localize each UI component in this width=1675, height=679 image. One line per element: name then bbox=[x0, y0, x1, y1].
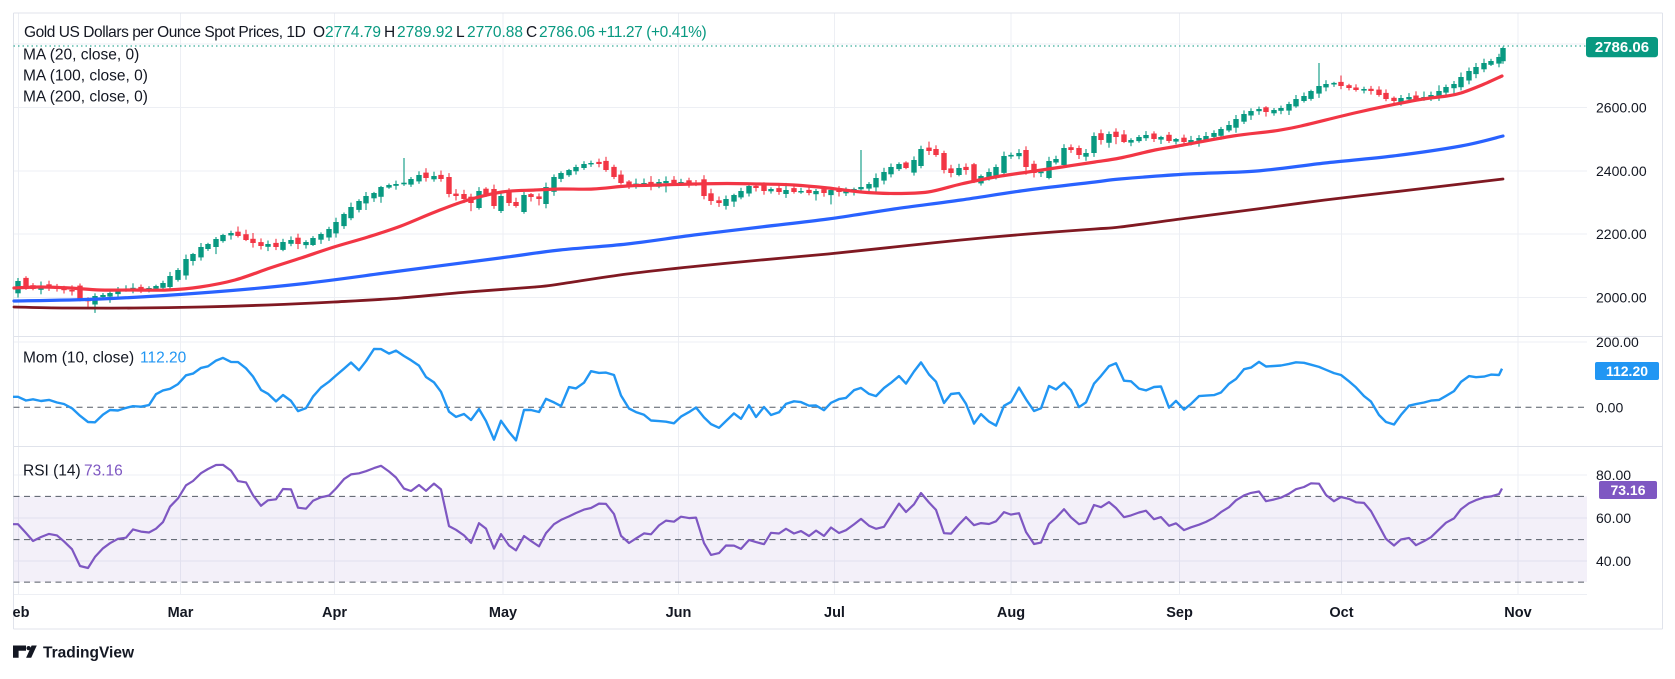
svg-text:2000.00: 2000.00 bbox=[1596, 289, 1647, 305]
svg-text:40.00: 40.00 bbox=[1596, 553, 1631, 569]
svg-text:May: May bbox=[489, 605, 517, 621]
svg-text:RSI (14): RSI (14) bbox=[23, 463, 81, 480]
svg-text:L: L bbox=[456, 24, 465, 41]
svg-text:O: O bbox=[313, 24, 325, 41]
svg-text:MA (100, close, 0): MA (100, close, 0) bbox=[23, 68, 148, 85]
svg-text:H: H bbox=[384, 24, 395, 41]
svg-text:Nov: Nov bbox=[1504, 605, 1531, 621]
svg-text:200.00: 200.00 bbox=[1596, 334, 1639, 350]
svg-text:Jun: Jun bbox=[666, 605, 692, 621]
svg-text:2600.00: 2600.00 bbox=[1596, 100, 1647, 116]
svg-text:2786.06: 2786.06 bbox=[539, 24, 595, 41]
svg-text:Oct: Oct bbox=[1329, 605, 1353, 621]
svg-text:60.00: 60.00 bbox=[1596, 510, 1631, 526]
svg-text:TradingView: TradingView bbox=[43, 645, 135, 662]
svg-text:2786.06: 2786.06 bbox=[1595, 39, 1649, 56]
svg-text:73.16: 73.16 bbox=[1610, 482, 1645, 498]
svg-text:2200.00: 2200.00 bbox=[1596, 226, 1647, 242]
svg-text:Gold US Dollars per Ounce Spot: Gold US Dollars per Ounce Spot Prices, 1… bbox=[24, 24, 306, 41]
svg-text:112.20: 112.20 bbox=[140, 350, 187, 367]
svg-text:80.00: 80.00 bbox=[1596, 467, 1631, 483]
svg-text:Aug: Aug bbox=[997, 605, 1025, 621]
svg-text:Jul: Jul bbox=[824, 605, 845, 621]
svg-text:73.16: 73.16 bbox=[84, 463, 123, 480]
svg-text:Sep: Sep bbox=[1166, 605, 1193, 621]
svg-text:Apr: Apr bbox=[322, 605, 347, 621]
svg-text:0.00: 0.00 bbox=[1596, 399, 1623, 415]
svg-text:2774.79: 2774.79 bbox=[325, 24, 381, 41]
svg-text:C: C bbox=[526, 24, 537, 41]
svg-text:Mom (10, close): Mom (10, close) bbox=[23, 350, 134, 367]
svg-text:2400.00: 2400.00 bbox=[1596, 163, 1647, 179]
svg-text:2770.88: 2770.88 bbox=[467, 24, 523, 41]
svg-text:112.20: 112.20 bbox=[1606, 363, 1648, 379]
svg-text:2789.92: 2789.92 bbox=[397, 24, 453, 41]
svg-text:MA (20, close, 0): MA (20, close, 0) bbox=[23, 47, 139, 64]
svg-text:+11.27 (+0.41%): +11.27 (+0.41%) bbox=[598, 24, 707, 41]
svg-text:eb: eb bbox=[13, 605, 30, 621]
svg-text:MA (200, close, 0): MA (200, close, 0) bbox=[23, 89, 148, 106]
svg-text:Mar: Mar bbox=[168, 605, 194, 621]
